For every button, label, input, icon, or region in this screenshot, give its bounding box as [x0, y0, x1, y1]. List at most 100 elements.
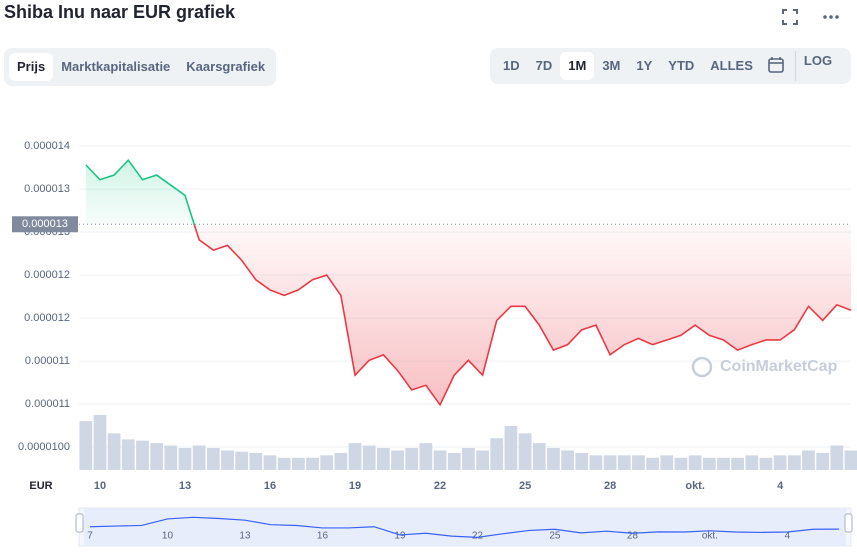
volume-bar	[688, 455, 702, 470]
volume-bar	[589, 455, 603, 470]
volume-bar	[79, 421, 93, 470]
y-tick-label: 0.000012	[24, 269, 70, 281]
volume-bar	[391, 450, 404, 470]
range-tab[interactable]: 1D	[503, 58, 520, 73]
volume-bar	[462, 448, 475, 470]
volume-bar	[433, 450, 447, 470]
volume-bar	[532, 443, 546, 470]
volume-bar	[249, 452, 263, 470]
volume-bar	[447, 452, 461, 470]
y-tick-label: 0.000011	[25, 398, 70, 410]
x-tick-label: 19	[349, 480, 361, 492]
volume-bar	[150, 443, 164, 470]
range-tab[interactable]: 7D	[535, 58, 553, 73]
volume-bar	[632, 455, 645, 470]
y-tick-label: 0.000012	[24, 312, 70, 324]
x-tick-label: 16	[264, 480, 276, 492]
y-tick-label: 0.000013	[24, 183, 70, 195]
watermark: CoinMarketCap	[720, 358, 838, 375]
volume-bar	[291, 457, 305, 470]
currency-label: EUR	[29, 480, 52, 492]
y-tick-label: 0.000011	[25, 355, 70, 367]
volume-bar	[844, 450, 857, 470]
x-tick-label: okt.	[685, 480, 705, 492]
x-tick-label: 4	[777, 480, 784, 492]
volume-bar	[802, 450, 815, 470]
volume-bar	[646, 457, 659, 470]
range-tab[interactable]: ALLES	[710, 58, 753, 73]
volume-bar	[717, 457, 730, 470]
navigator-window	[84, 508, 846, 546]
volume-bar	[773, 455, 787, 470]
volume-bar	[206, 448, 220, 470]
navigator-tick-label: 16	[317, 531, 329, 542]
range-tab[interactable]: 1Y	[636, 58, 653, 73]
y-tick-label: 0.0000100	[18, 441, 70, 453]
navigator-tick-label: 25	[549, 531, 561, 542]
area	[85, 160, 852, 405]
navigator-tick-label: 19	[394, 531, 406, 542]
volume-bar	[674, 457, 688, 470]
header-icons[interactable]	[782, 9, 842, 27]
volume-bar	[830, 445, 844, 470]
volume-bar	[547, 448, 560, 470]
x-tick-label: 10	[94, 480, 106, 492]
volume-bar	[419, 443, 433, 470]
navigator-tick-label: 28	[627, 531, 639, 542]
navigator-tick-label: 22	[472, 531, 484, 542]
chart-tab[interactable]: Kaarsgrafiek	[186, 59, 266, 74]
range-tab[interactable]: 1M	[560, 52, 595, 80]
volume-bar	[136, 440, 149, 470]
log-button[interactable]: LOG	[794, 51, 840, 81]
volume-bar	[277, 457, 291, 470]
volume-bar	[306, 457, 319, 470]
volume-bar	[759, 457, 773, 470]
volume-bar	[348, 443, 362, 470]
watermark-logo	[691, 356, 713, 378]
range-tab[interactable]: YTD	[668, 58, 695, 73]
volume-bar	[787, 455, 801, 470]
volume-bar	[518, 433, 532, 470]
volume-bar	[93, 415, 107, 470]
volume-bar	[377, 448, 390, 470]
range-tabs: 1D 7D 1M 3M 1Y YTD ALLES LOG	[490, 48, 851, 84]
navigator-handle[interactable]	[75, 513, 84, 533]
navigator-handle[interactable]	[844, 513, 853, 533]
x-tick-label: 22	[434, 480, 446, 492]
volume-bar	[178, 448, 192, 470]
navigator-tick-label: 4	[785, 531, 791, 542]
x-tick-label: 13	[179, 480, 191, 492]
navigator-tick-label: 10	[162, 531, 174, 542]
volume-bar	[603, 455, 617, 470]
volume-bar	[731, 457, 745, 470]
volume-bar	[221, 450, 234, 470]
price-line	[85, 158, 852, 407]
volume-bar	[476, 450, 489, 470]
volume-bar	[490, 438, 504, 470]
x-tick-label: 28	[604, 480, 616, 492]
calendar-button[interactable]	[761, 56, 791, 76]
volume-bar	[745, 455, 759, 470]
baseline-tag	[12, 216, 78, 233]
volume-bar	[263, 455, 277, 470]
volume-bar	[617, 455, 631, 470]
navigator-tick-label: 7	[87, 531, 93, 542]
navigator-tick-label: okt.	[702, 531, 718, 542]
baseline-label: 0.000013	[22, 218, 68, 230]
volume-bar	[575, 452, 589, 470]
range-tab[interactable]: 3M	[602, 58, 621, 73]
volume-bar	[660, 455, 674, 470]
volume-bar	[164, 445, 178, 470]
volume-bar	[121, 439, 135, 470]
volume-bar	[702, 457, 716, 470]
chart-tabs: Prijs Marktkapitalisatie Kaarsgrafiek	[4, 48, 276, 86]
volume-bar	[561, 450, 574, 470]
volume-bar	[192, 445, 206, 470]
chart-tab[interactable]: Marktkapitalisatie	[61, 59, 171, 74]
chart-tab[interactable]: Prijs	[9, 53, 54, 81]
volume-bar	[107, 433, 121, 470]
volume-bar	[362, 445, 376, 470]
navigator-tick-label: 13	[239, 531, 251, 542]
